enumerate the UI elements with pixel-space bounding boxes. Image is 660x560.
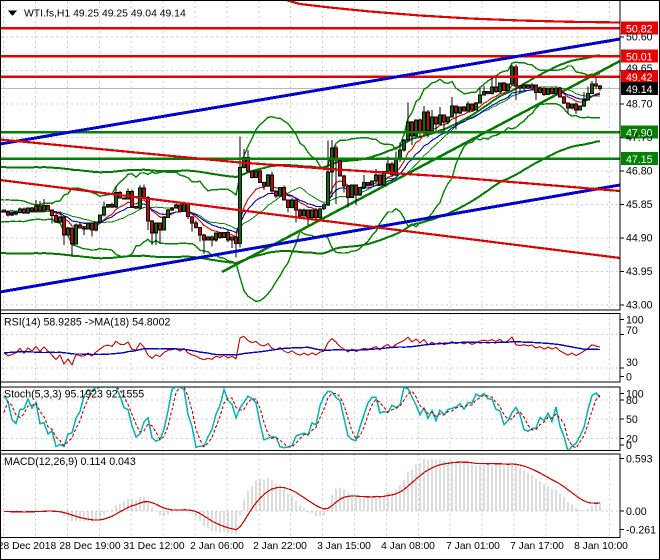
svg-text:100: 100 — [626, 315, 644, 327]
svg-text:49.65: 49.65 — [626, 63, 653, 75]
svg-text:47.90: 47.90 — [626, 128, 653, 140]
svg-text:30: 30 — [626, 357, 638, 369]
svg-text:RSI(14) 58.9285 ->MA(18) 54.8: RSI(14) 58.9285 ->MA(18) 54.8002 — [4, 317, 170, 329]
svg-text:47.75: 47.75 — [626, 132, 653, 144]
svg-text:8 Jan 10:00: 8 Jan 10:00 — [574, 541, 628, 552]
svg-text:28 Dec 2018: 28 Dec 2018 — [0, 541, 56, 552]
svg-text:2 Jan 22:00: 2 Jan 22:00 — [253, 541, 307, 552]
svg-text:50.60: 50.60 — [626, 31, 653, 43]
svg-text:43.00: 43.00 — [626, 300, 653, 312]
svg-text:3 Jan 15:00: 3 Jan 15:00 — [317, 541, 371, 552]
svg-text:0.00: 0.00 — [626, 506, 647, 518]
svg-text:-0.261: -0.261 — [626, 525, 656, 537]
svg-text:50.82: 50.82 — [626, 24, 653, 36]
svg-text:7 Jan 01:00: 7 Jan 01:00 — [446, 541, 500, 552]
svg-text:80: 80 — [626, 395, 638, 407]
svg-text:100: 100 — [626, 389, 644, 401]
svg-text:0: 0 — [626, 372, 632, 384]
svg-text:70: 70 — [626, 325, 638, 337]
svg-text:45.85: 45.85 — [626, 199, 653, 211]
svg-text:0: 0 — [626, 440, 632, 452]
svg-text:49.42: 49.42 — [626, 72, 653, 84]
svg-text:49.14: 49.14 — [626, 84, 653, 96]
svg-text:31 Dec 12:00: 31 Dec 12:00 — [123, 541, 185, 552]
svg-text:7 Jan 17:00: 7 Jan 17:00 — [510, 541, 564, 552]
svg-text:50.01: 50.01 — [626, 52, 653, 64]
svg-text:20: 20 — [626, 434, 638, 446]
svg-text:WTI.fs,H1 49.25 49.25 49.04 4: WTI.fs,H1 49.25 49.25 49.04 49.14 — [24, 9, 186, 20]
svg-text:46.80: 46.80 — [626, 165, 653, 177]
svg-text:28 Dec 19:00: 28 Dec 19:00 — [59, 541, 121, 552]
svg-text:48.70: 48.70 — [626, 98, 653, 110]
svg-text:44.90: 44.90 — [626, 232, 653, 244]
svg-text:47.15: 47.15 — [626, 154, 653, 166]
svg-text:4 Jan 08:00: 4 Jan 08:00 — [381, 541, 435, 552]
svg-text:0.593: 0.593 — [626, 454, 653, 466]
svg-text:43.95: 43.95 — [626, 266, 653, 278]
svg-text:2 Jan 06:00: 2 Jan 06:00 — [190, 541, 244, 552]
svg-text:50: 50 — [626, 414, 638, 426]
svg-text:Stoch(5,3,3) 95.1923 92.1555: Stoch(5,3,3) 95.1923 92.1555 — [4, 389, 144, 401]
svg-text:MACD(12,26,9) 0.114 0.043: MACD(12,26,9) 0.114 0.043 — [4, 456, 136, 468]
